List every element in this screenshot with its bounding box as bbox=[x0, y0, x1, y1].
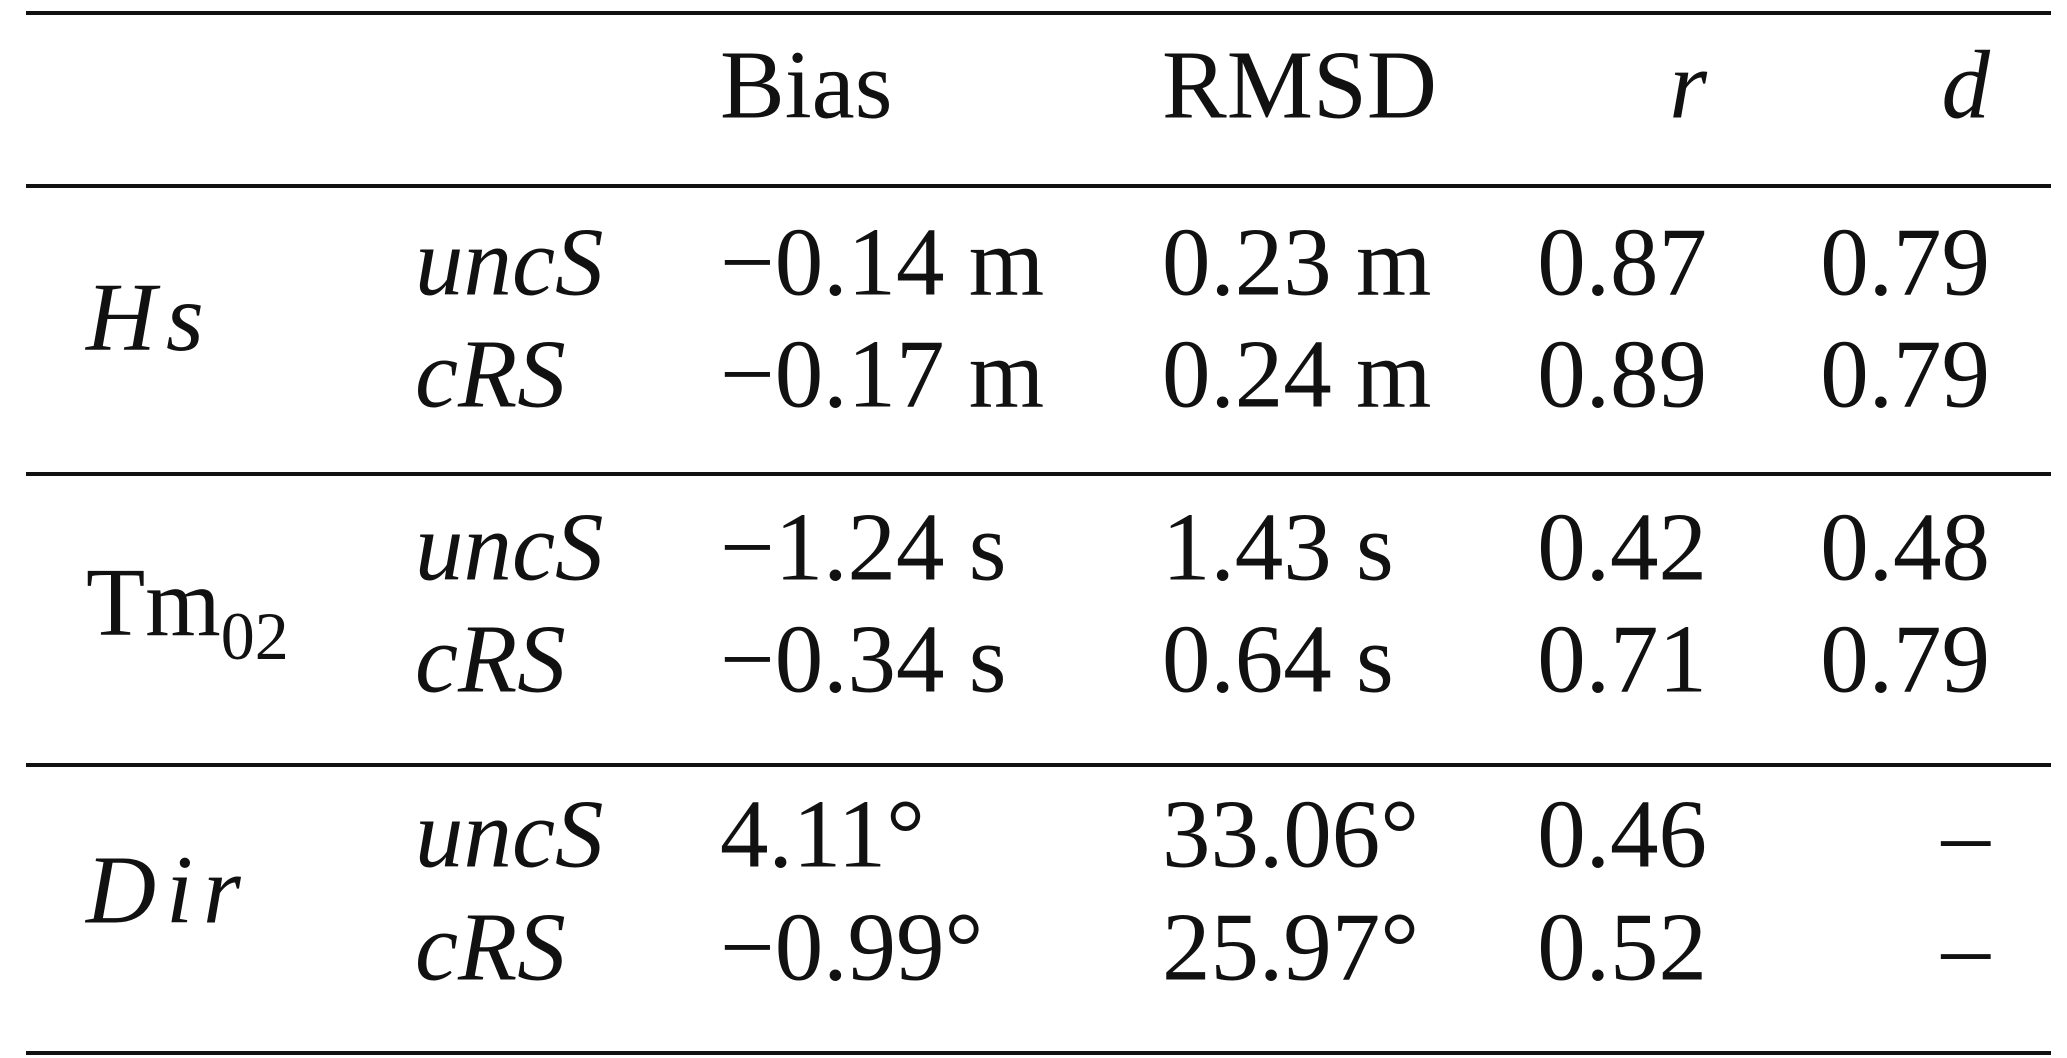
method-label: uncS bbox=[415, 493, 604, 600]
cell-value: 0.48 bbox=[1820, 493, 1990, 600]
method-label: uncS bbox=[415, 780, 604, 887]
cell-value: −0.17 m bbox=[720, 320, 1044, 427]
cell-value: 4.11° bbox=[720, 780, 925, 887]
group-label-text: Hs bbox=[84, 264, 214, 371]
cell-value: −0.99° bbox=[720, 893, 983, 1000]
cell-value: 0.89 bbox=[1537, 320, 1707, 427]
cell-value: 0.87 bbox=[1537, 208, 1707, 315]
cell-value: – bbox=[1941, 893, 1992, 1000]
cell-value: 0.52 bbox=[1537, 893, 1707, 1000]
column-header: Bias bbox=[720, 31, 892, 138]
cell-value: 0.71 bbox=[1537, 605, 1707, 712]
group-label-text: Tm bbox=[86, 549, 221, 656]
cell-value: −0.34 s bbox=[720, 605, 1006, 712]
cell-value: 0.42 bbox=[1537, 493, 1707, 600]
cell-value: 0.79 bbox=[1820, 208, 1990, 315]
cell-value: 0.24 m bbox=[1162, 320, 1431, 427]
column-header: RMSD bbox=[1162, 31, 1437, 138]
group-label-text: Dir bbox=[84, 837, 251, 944]
cell-value: 1.43 s bbox=[1162, 493, 1394, 600]
cell-value: −1.24 s bbox=[720, 493, 1006, 600]
cell-value: 0.79 bbox=[1820, 605, 1990, 712]
method-label: cRS bbox=[415, 605, 566, 712]
cell-value: 0.23 m bbox=[1162, 208, 1431, 315]
group-label: Dir bbox=[84, 837, 251, 944]
group-label-subscript: 02 bbox=[221, 598, 289, 674]
method-label: cRS bbox=[415, 320, 566, 427]
cell-value: 0.46 bbox=[1537, 780, 1707, 887]
cell-value: 0.64 s bbox=[1162, 605, 1394, 712]
column-header: r bbox=[1669, 31, 1708, 138]
cell-value: 33.06° bbox=[1162, 780, 1419, 887]
group-label: Tm02 bbox=[86, 549, 289, 673]
cell-value: 25.97° bbox=[1162, 893, 1419, 1000]
cell-value: – bbox=[1941, 780, 1992, 887]
column-header: d bbox=[1942, 31, 1991, 138]
group-label: Hs bbox=[84, 264, 214, 371]
cell-value: −0.14 m bbox=[720, 208, 1044, 315]
cell-value: 0.79 bbox=[1820, 320, 1990, 427]
method-label: uncS bbox=[415, 208, 604, 315]
method-label: cRS bbox=[415, 893, 566, 1000]
